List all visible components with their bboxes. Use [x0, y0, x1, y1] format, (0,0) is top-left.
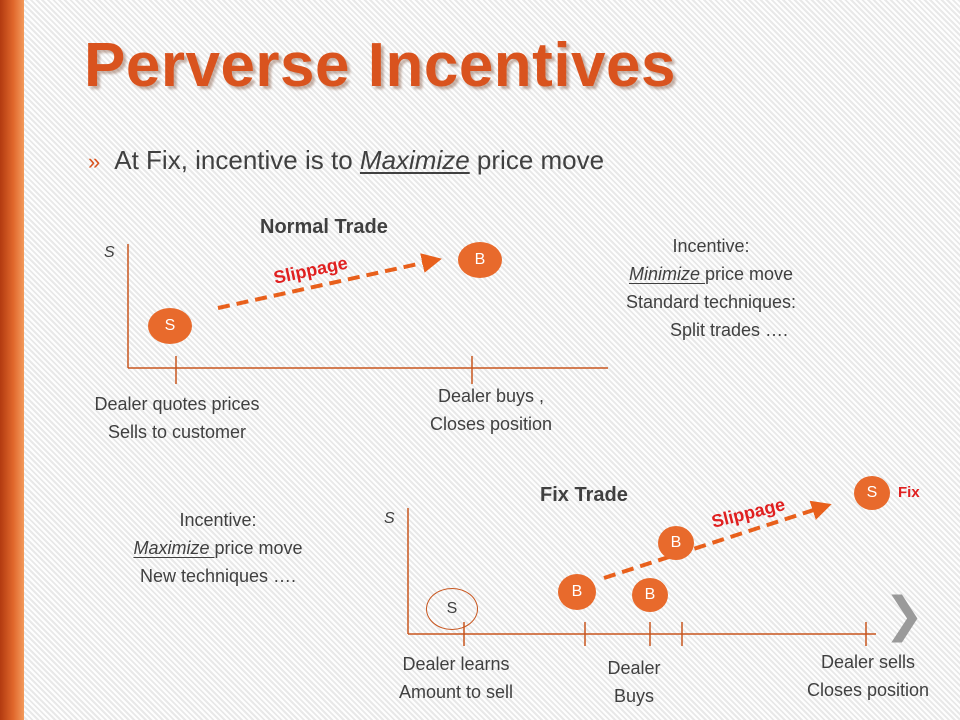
fix-buy-marker-1: B [558, 574, 596, 610]
fix-label-sells-line2: Closes position [806, 680, 930, 700]
bullet-point: » At Fix, incentive is to Maximize price … [88, 145, 604, 176]
bullet-suffix: price move [469, 145, 605, 175]
normal-incentive-block: Incentive: Minimize price move Standard … [596, 232, 826, 344]
fix-start-marker: S [426, 588, 478, 630]
slide-title: Perverse Incentives [84, 31, 676, 100]
fix-slippage-arrow [603, 500, 832, 580]
accent-sidebar [0, 0, 24, 720]
fix-incentive-techniques: New techniques …. [139, 566, 297, 586]
fix-incentive-goal-rest: price move [214, 538, 303, 558]
normal-trade-heading: Normal Trade [260, 216, 388, 238]
normal-label-right-line2: Closes position [429, 414, 553, 434]
normal-incentive-emphasis: Minimize [628, 264, 705, 284]
fix-label-learns: Dealer learns Amount to sell [376, 650, 536, 706]
fix-trade-heading: Fix Trade [540, 484, 628, 506]
fix-label-learns-line1: Dealer learns [402, 654, 510, 674]
normal-sell-marker: S [148, 308, 192, 344]
fix-label-sells: Dealer sells Closes position [786, 648, 950, 704]
normal-incentive-title: Incentive: [672, 236, 750, 256]
normal-label-left: Dealer quotes prices Sells to customer [72, 390, 282, 446]
bullet-prefix: At Fix, incentive is to [114, 145, 360, 175]
fix-label-sells-line1: Dealer sells [820, 652, 916, 672]
fix-label: Fix [898, 484, 920, 501]
normal-incentive-goal: Minimize price move [596, 260, 826, 288]
bullet-mark: » [88, 149, 101, 174]
fix-end-marker: S [854, 476, 890, 510]
fix-incentive-goal: Maximize price move [108, 534, 328, 562]
normal-axis-label: S [104, 244, 115, 261]
chevron-right-icon[interactable]: ❯ [884, 589, 925, 642]
normal-incentive-techniques: Standard techniques: [625, 292, 797, 312]
normal-incentive-example: Split trades …. [669, 320, 789, 340]
normal-label-left-line2: Sells to customer [107, 422, 247, 442]
normal-buy-marker: B [458, 242, 502, 278]
fix-label-buys-line1: Dealer [607, 658, 661, 678]
normal-incentive-goal-rest: price move [704, 264, 794, 284]
fix-axis-label: S [384, 510, 395, 527]
fix-incentive-title: Incentive: [179, 510, 257, 530]
normal-label-left-line1: Dealer quotes prices [94, 394, 260, 414]
bullet-emphasis: Maximize [359, 145, 470, 175]
fix-buy-marker-3: B [658, 526, 694, 560]
fix-label-buys-line2: Buys [613, 686, 655, 706]
fix-label-buys: Dealer Buys [584, 654, 684, 710]
fix-incentive-block: Incentive: Maximize price move New techn… [108, 506, 328, 590]
fix-buy-marker-2: B [632, 578, 668, 612]
fix-incentive-emphasis: Maximize [133, 538, 215, 558]
normal-label-right: Dealer buys , Closes position [406, 382, 576, 438]
fix-label-learns-line2: Amount to sell [398, 682, 514, 702]
normal-label-right-line1: Dealer buys , [437, 386, 545, 406]
